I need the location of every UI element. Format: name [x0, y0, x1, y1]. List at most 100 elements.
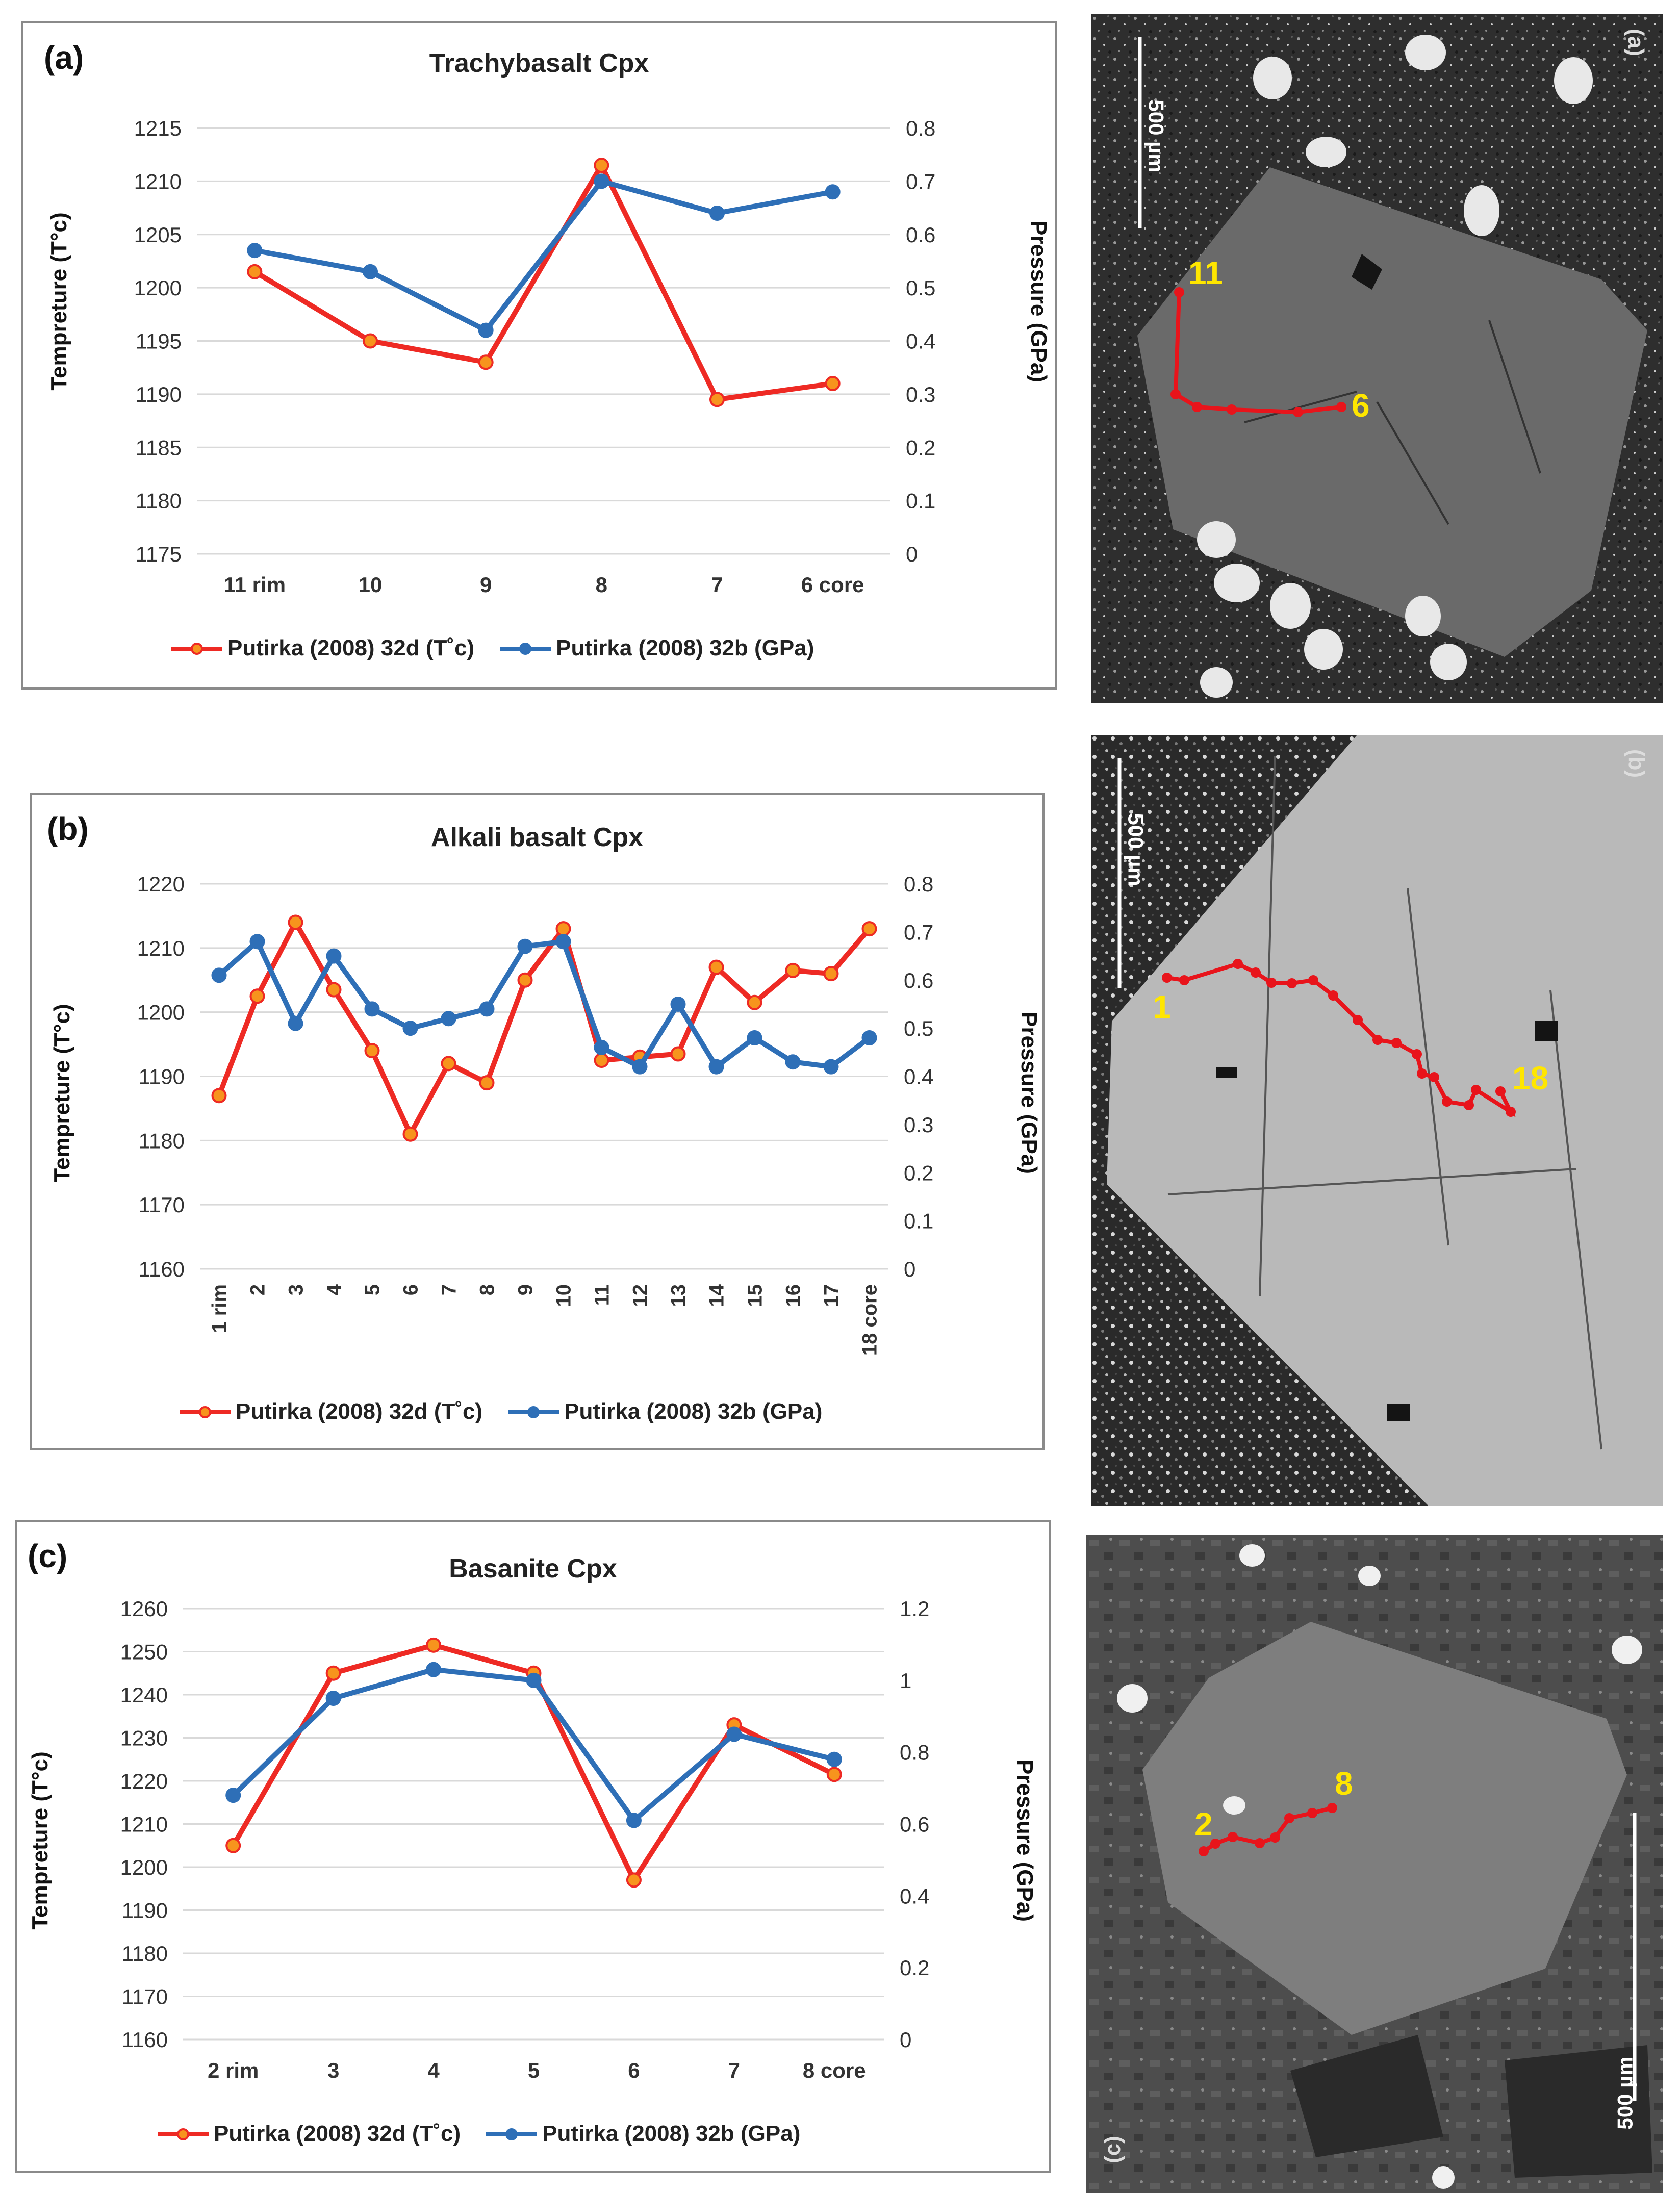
- x-tick-label: 1 rim: [209, 1284, 231, 1333]
- chart-legend: Putirka (2008) 32d (T˚c) Putirka (2008) …: [180, 1399, 848, 1424]
- data-point-temperature: [325, 1665, 341, 1681]
- data-point-temperature: [709, 392, 725, 407]
- point-label-start: 1: [1153, 988, 1171, 1025]
- x-tick-label: 2: [247, 1284, 269, 1295]
- data-point-pressure: [626, 1813, 642, 1828]
- data-point-temperature: [478, 354, 494, 370]
- chart-legend: Putirka (2008) 32d (T˚c) Putirka (2008) …: [158, 2121, 826, 2147]
- y2-tick-label: 0.7: [904, 920, 933, 944]
- x-tick-label: 4: [427, 2058, 440, 2082]
- y2-tick-label: 0.8: [900, 1741, 929, 1765]
- y2-tick-label: 1: [900, 1669, 911, 1693]
- x-tick-label: 14: [706, 1284, 728, 1307]
- data-point-pressure: [247, 243, 263, 259]
- y-tick-label: 1210: [137, 936, 185, 960]
- data-point-temperature: [747, 994, 762, 1010]
- data-point-temperature: [211, 1088, 227, 1104]
- series-line-temperature: [216, 920, 872, 1137]
- y2-tick-label: 0.8: [904, 872, 933, 896]
- data-point-temperature: [426, 1637, 442, 1653]
- point-label-end: 6: [1352, 387, 1370, 424]
- data-point-temperature: [708, 959, 724, 975]
- x-tick-label: 11 rim: [224, 573, 286, 597]
- y2-tick-label: 1.2: [900, 1597, 929, 1621]
- y2-tick-label: 0: [900, 2028, 911, 2052]
- chart-plot: 1175 1180 1185 1190 1195 1200 1205 1210 1215 0 0.1…: [134, 116, 936, 597]
- series-line-pressure: [254, 178, 833, 333]
- y-tick-label: 1215: [134, 116, 182, 140]
- data-point-pressure: [288, 1015, 303, 1031]
- y2-tick-label: 0.8: [906, 116, 935, 140]
- x-tick-label: 4: [323, 1284, 346, 1295]
- x-tick-label: 7: [711, 573, 723, 597]
- y-tick-label: 1200: [134, 276, 182, 300]
- y-tick-label: 1210: [134, 169, 182, 193]
- data-point-pressure: [726, 1726, 742, 1742]
- x-tick-label: 2 rim: [208, 2058, 259, 2082]
- data-point-temperature: [288, 914, 303, 930]
- data-point-temperature: [594, 158, 609, 173]
- legend-item-pressure: Putirka (2008) 32b (GPa): [486, 2121, 800, 2147]
- data-point-temperature: [363, 333, 378, 349]
- data-point-pressure: [363, 264, 378, 279]
- y-tick-label: 1240: [120, 1683, 168, 1707]
- legend-item-temperature: Putirka (2008) 32d (T˚c): [158, 2121, 461, 2147]
- data-point-temperature: [826, 1767, 842, 1782]
- x-tick-label: 18 core: [859, 1284, 881, 1356]
- data-point-pressure: [249, 934, 265, 950]
- legend-item-temperature: Putirka (2008) 32d (T˚c): [171, 635, 474, 661]
- y-tick-label: 1170: [139, 1193, 185, 1217]
- data-point-pressure: [526, 1672, 542, 1688]
- y-tick-label: 1160: [139, 1257, 185, 1281]
- data-point-temperature: [823, 966, 839, 982]
- scale-bar-label: 500 µm: [1613, 2056, 1637, 2130]
- data-point-pressure: [708, 1059, 724, 1075]
- x-tick-label: 5: [362, 1284, 384, 1295]
- y2-tick-label: 0.7: [906, 169, 935, 193]
- y2-tick-label: 0.6: [904, 968, 933, 992]
- y2-tick-label: 0.2: [906, 436, 935, 460]
- y-tick-label: 1195: [136, 329, 182, 353]
- chart-panel-c: (c) Basanite Cpx Tempreture (T°c) Pressu…: [15, 1520, 1051, 2173]
- data-point-pressure: [785, 1054, 801, 1070]
- data-point-temperature: [594, 1053, 609, 1068]
- x-tick-label: 10: [359, 573, 383, 597]
- x-tick-label: 6: [628, 2058, 640, 2082]
- y-tick-label: 1260: [120, 1597, 168, 1621]
- x-tick-label: 12: [629, 1284, 652, 1307]
- legend-item-temperature: Putirka (2008) 32d (T˚c): [180, 1399, 482, 1424]
- y2-tick-label: 0.6: [906, 223, 935, 247]
- y-tick-label: 1200: [120, 1855, 168, 1879]
- y2-tick-label: 0.2: [904, 1161, 933, 1185]
- legend-label-temperature: Putirka (2008) 32d (T˚c): [214, 2121, 461, 2146]
- chart-plot: 116011701180119012001210122000.10.20.30.…: [137, 872, 934, 1356]
- chart-plot: 1160 1170 1180 1190 1200 1210 1220 1230 1240 1250…: [120, 1597, 930, 2082]
- x-tick-label: 6: [400, 1284, 422, 1295]
- data-point-pressure: [426, 1662, 442, 1677]
- data-point-pressure: [670, 996, 686, 1012]
- chart-title: Alkali basalt Cpx: [430, 823, 644, 852]
- data-point-pressure: [478, 322, 494, 338]
- x-tick-label: 6 core: [801, 573, 864, 597]
- data-point-pressure: [211, 967, 227, 983]
- y2-tick-label: 0.6: [900, 1813, 929, 1837]
- data-point-temperature: [861, 921, 877, 937]
- panel-label: (c): [28, 1538, 68, 1574]
- crystal: [1107, 735, 1663, 1506]
- data-point-pressure: [364, 1001, 380, 1017]
- y-tick-label: 1190: [139, 1065, 185, 1089]
- micrograph-c-art: [1086, 1535, 1663, 2193]
- data-point-temperature: [247, 264, 263, 279]
- x-tick-label: 16: [782, 1284, 805, 1307]
- y-tick-label: 1210: [120, 1813, 168, 1837]
- data-point-temperature: [785, 962, 801, 978]
- panel-label: (b): [47, 810, 89, 847]
- y-tick-label: 1160: [122, 2028, 168, 2052]
- x-tick-label: 7: [438, 1284, 461, 1295]
- data-point-pressure: [823, 1059, 839, 1075]
- x-tick-label: 3: [327, 2058, 339, 2082]
- y-tick-label: 1220: [137, 872, 185, 896]
- y-tick-label: 1190: [136, 382, 182, 406]
- y-tick-label: 1170: [122, 1985, 168, 2009]
- x-tick-label: 8 core: [803, 2058, 866, 2082]
